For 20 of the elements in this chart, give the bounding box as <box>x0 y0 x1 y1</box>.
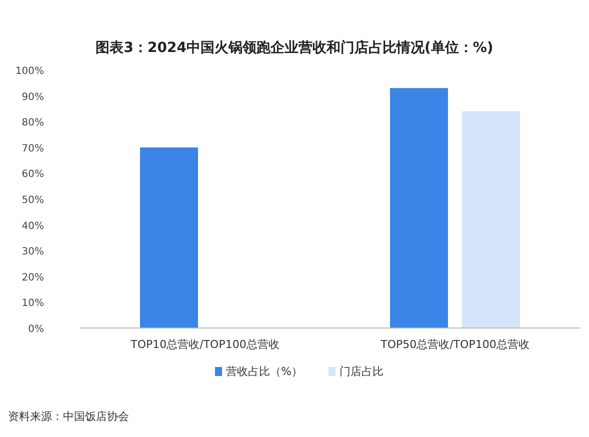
y-tick-label: 60% <box>22 169 44 180</box>
bar <box>140 147 198 328</box>
y-tick-label: 30% <box>22 246 44 258</box>
y-tick-label: 0% <box>28 324 44 335</box>
y-tick-label: 90% <box>22 92 44 103</box>
y-tick-label: 40% <box>22 220 44 232</box>
text: 资料来源：中国饭店协会 <box>8 410 129 423</box>
y-tick-label: 50% <box>22 195 44 206</box>
legend-label: 门店占比 <box>339 365 384 378</box>
y-tick-label: 80% <box>22 118 44 129</box>
x-tick-label: TOP50总营收/TOP100总营收 <box>380 338 530 351</box>
y-tick-label: 10% <box>22 298 44 310</box>
y-tick-label: 70% <box>22 143 44 154</box>
bar <box>462 111 520 328</box>
y-tick-label: 20% <box>22 272 44 284</box>
chart-title: 图表3：2024中国火锅领跑企业营收和门店占比情况(单位：%) <box>96 39 494 56</box>
legend-label: 营收占比（%） <box>226 365 302 378</box>
x-tick-label: TOP10总营收/TOP100总营收 <box>130 338 280 351</box>
y-tick-label: 100% <box>15 66 44 77</box>
bar <box>390 88 448 328</box>
